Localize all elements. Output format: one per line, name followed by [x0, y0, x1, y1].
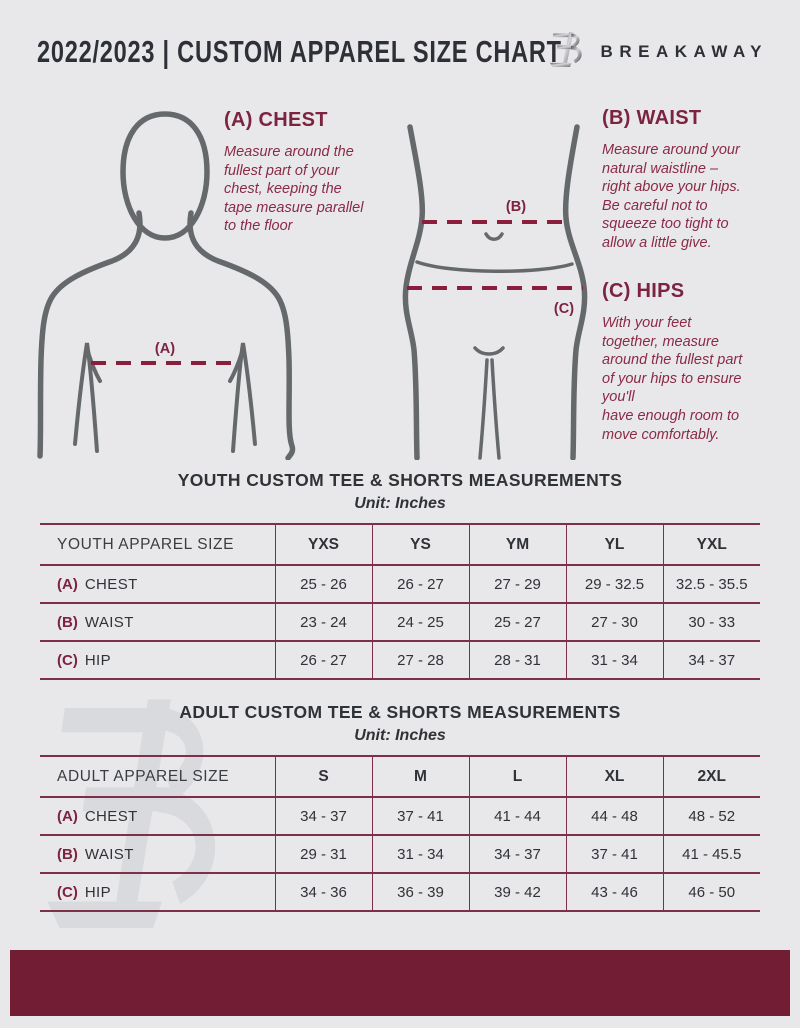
adult-hip-prefix: (C): [57, 883, 78, 901]
adult-hip-s: 34 - 36: [274, 873, 372, 911]
adult-chest-row: (A) CHEST 34 - 37 37 - 41 41 - 44 44 - 48…: [40, 797, 760, 835]
breakaway-logo-icon: [549, 32, 582, 67]
adult-chest-m: 37 - 41: [371, 797, 469, 835]
waist-guide-heading: (B) WAIST: [602, 107, 702, 129]
youth-hip-yl: 31 - 34: [565, 641, 663, 679]
youth-chest-label: CHEST: [84, 575, 138, 593]
adult-size-table: ADULT APPAREL SIZE S M L XL 2XL (A) CHEST…: [40, 755, 760, 912]
youth-header-yxl: YXL: [662, 524, 760, 565]
chest-guide-description: Measure around the fullest part of your …: [224, 144, 364, 235]
adult-waist-label: WAIST: [84, 845, 134, 863]
adult-waist-l: 34 - 37: [468, 835, 566, 873]
chest-figure-diagram: (A): [37, 111, 296, 460]
youth-header-label: YOUTH APPAREL SIZE: [57, 535, 235, 553]
youth-chest-row: (A) CHEST 25 - 26 26 - 27 27 - 29 29 - 32…: [40, 565, 760, 603]
youth-header-yxs: YXS: [274, 524, 372, 565]
waist-guide-block: (B) WAIST Measure around your natural wa…: [602, 107, 784, 253]
adult-table-title: ADULT CUSTOM TEE & SHORTS MEASUREMENTS: [179, 702, 621, 722]
adult-header-s: S: [274, 756, 372, 797]
youth-waist-ys: 24 - 25: [371, 603, 469, 641]
adult-size-table-section: ADULT CUSTOM TEE & SHORTS MEASUREMENTS U…: [40, 702, 760, 912]
youth-chest-yxs: 25 - 26: [274, 565, 372, 603]
chest-guide-block: (A) CHEST Measure around the fullest par…: [224, 109, 406, 236]
youth-chest-yxl: 32.5 - 35.5: [662, 565, 760, 603]
adult-waist-xl: 37 - 41: [565, 835, 663, 873]
youth-size-table-section: YOUTH CUSTOM TEE & SHORTS MEASUREMENTS U…: [40, 470, 760, 680]
youth-waist-prefix: (B): [57, 613, 78, 631]
youth-waist-label: WAIST: [84, 613, 134, 631]
youth-hip-yxl: 34 - 37: [662, 641, 760, 679]
youth-waist-yxl: 30 - 33: [662, 603, 760, 641]
youth-hip-ys: 27 - 28: [371, 641, 469, 679]
youth-hip-row: (C) HIP 26 - 27 27 - 28 28 - 31 31 - 34 3…: [40, 641, 760, 679]
hips-guide-description: With your feet together, measure around …: [602, 315, 743, 443]
adult-table-header-row: ADULT APPAREL SIZE S M L XL 2XL: [40, 756, 760, 797]
adult-header-m: M: [371, 756, 469, 797]
youth-hip-yxs: 26 - 27: [274, 641, 372, 679]
youth-chest-ys: 26 - 27: [371, 565, 469, 603]
youth-header-ys: YS: [371, 524, 469, 565]
adult-chest-s: 34 - 37: [274, 797, 372, 835]
brand-name: BREAKAWAY: [600, 41, 768, 61]
adult-waist-s: 29 - 31: [274, 835, 372, 873]
adult-hip-2xl: 46 - 50: [662, 873, 760, 911]
adult-hip-row: (C) HIP 34 - 36 36 - 39 39 - 42 43 - 46 4…: [40, 873, 760, 911]
adult-chest-l: 41 - 44: [468, 797, 566, 835]
youth-hip-label: HIP: [84, 651, 112, 669]
hips-guide-block: (C) HIPS With your feet together, measur…: [602, 280, 784, 444]
adult-chest-label: CHEST: [84, 807, 138, 825]
adult-waist-2xl: 41 - 45.5: [662, 835, 760, 873]
waist-line-label: (B): [506, 199, 526, 215]
youth-hip-ym: 28 - 31: [468, 641, 566, 679]
youth-waist-ym: 25 - 27: [468, 603, 566, 641]
adult-waist-prefix: (B): [57, 845, 78, 863]
adult-hip-m: 36 - 39: [371, 873, 469, 911]
adult-header-xl: XL: [565, 756, 663, 797]
adult-hip-label: HIP: [84, 883, 112, 901]
adult-chest-prefix: (A): [57, 807, 78, 825]
footer-bar: [10, 950, 790, 1016]
page-title: 2022/2023 | CUSTOM APPAREL SIZE CHART: [37, 34, 562, 69]
adult-table-unit: Unit: Inches: [354, 727, 446, 744]
adult-chest-2xl: 48 - 52: [662, 797, 760, 835]
adult-chest-xl: 44 - 48: [565, 797, 663, 835]
waist-hips-figure-diagram: (B) (C): [402, 124, 588, 460]
youth-hip-prefix: (C): [57, 651, 78, 669]
adult-header-2xl: 2XL: [662, 756, 760, 797]
youth-chest-prefix: (A): [57, 575, 78, 593]
adult-header-label: ADULT APPAREL SIZE: [57, 767, 230, 785]
youth-table-title: YOUTH CUSTOM TEE & SHORTS MEASUREMENTS: [177, 470, 623, 490]
youth-table-unit: Unit: Inches: [354, 495, 446, 512]
chest-guide-heading: (A) CHEST: [224, 109, 328, 131]
adult-hip-xl: 43 - 46: [565, 873, 663, 911]
youth-waist-row: (B) WAIST 23 - 24 24 - 25 25 - 27 27 - 30…: [40, 603, 760, 641]
youth-waist-yl: 27 - 30: [565, 603, 663, 641]
hips-guide-heading: (C) HIPS: [602, 280, 685, 302]
adult-header-l: L: [468, 756, 566, 797]
breakaway-watermark-logo: [47, 699, 216, 928]
youth-chest-ym: 27 - 29: [468, 565, 566, 603]
adult-waist-row: (B) WAIST 29 - 31 31 - 34 34 - 37 37 - 41…: [40, 835, 760, 873]
chest-line-label: (A): [155, 341, 175, 357]
adult-waist-m: 31 - 34: [371, 835, 469, 873]
youth-chest-yl: 29 - 32.5: [565, 565, 663, 603]
brand-lockup: BREAKAWAY: [546, 26, 768, 71]
youth-header-yl: YL: [565, 524, 663, 565]
adult-hip-l: 39 - 42: [468, 873, 566, 911]
youth-header-ym: YM: [468, 524, 566, 565]
youth-waist-yxs: 23 - 24: [274, 603, 372, 641]
youth-size-table: YOUTH APPAREL SIZE YXS YS YM YL YXL (A) C…: [40, 523, 760, 680]
youth-table-header-row: YOUTH APPAREL SIZE YXS YS YM YL YXL: [40, 524, 760, 565]
waist-guide-description: Measure around your natural waistline – …: [602, 142, 741, 251]
hips-line-label: (C): [554, 301, 574, 317]
